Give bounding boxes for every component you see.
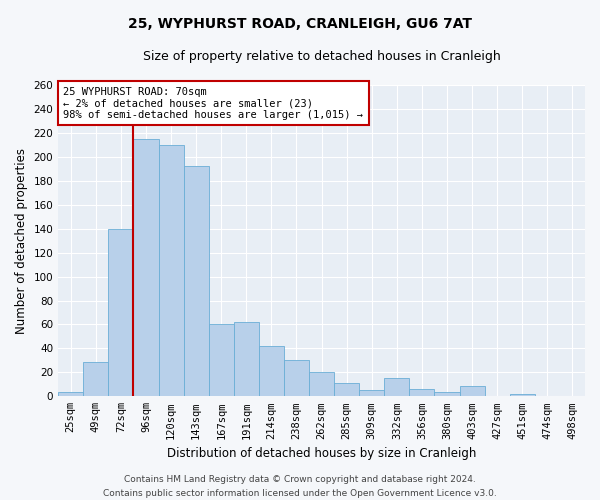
Bar [460,386,485,396]
Bar [510,394,535,396]
Bar [109,228,133,396]
Y-axis label: Number of detached properties: Number of detached properties [15,148,28,334]
Bar [409,389,434,396]
Bar [133,139,158,396]
Text: 25, WYPHURST ROAD, CRANLEIGH, GU6 7AT: 25, WYPHURST ROAD, CRANLEIGH, GU6 7AT [128,18,472,32]
Title: Size of property relative to detached houses in Cranleigh: Size of property relative to detached ho… [143,50,500,63]
X-axis label: Distribution of detached houses by size in Cranleigh: Distribution of detached houses by size … [167,447,476,460]
Bar [434,392,460,396]
Bar [259,346,284,397]
Bar [385,378,409,396]
Bar [359,390,385,396]
Text: Contains HM Land Registry data © Crown copyright and database right 2024.
Contai: Contains HM Land Registry data © Crown c… [103,476,497,498]
Bar [284,360,309,396]
Bar [309,372,334,396]
Bar [234,322,259,396]
Bar [184,166,209,396]
Bar [58,392,83,396]
Text: 25 WYPHURST ROAD: 70sqm
← 2% of detached houses are smaller (23)
98% of semi-det: 25 WYPHURST ROAD: 70sqm ← 2% of detached… [64,86,364,120]
Bar [209,324,234,396]
Bar [83,362,109,396]
Bar [158,145,184,397]
Bar [334,383,359,396]
